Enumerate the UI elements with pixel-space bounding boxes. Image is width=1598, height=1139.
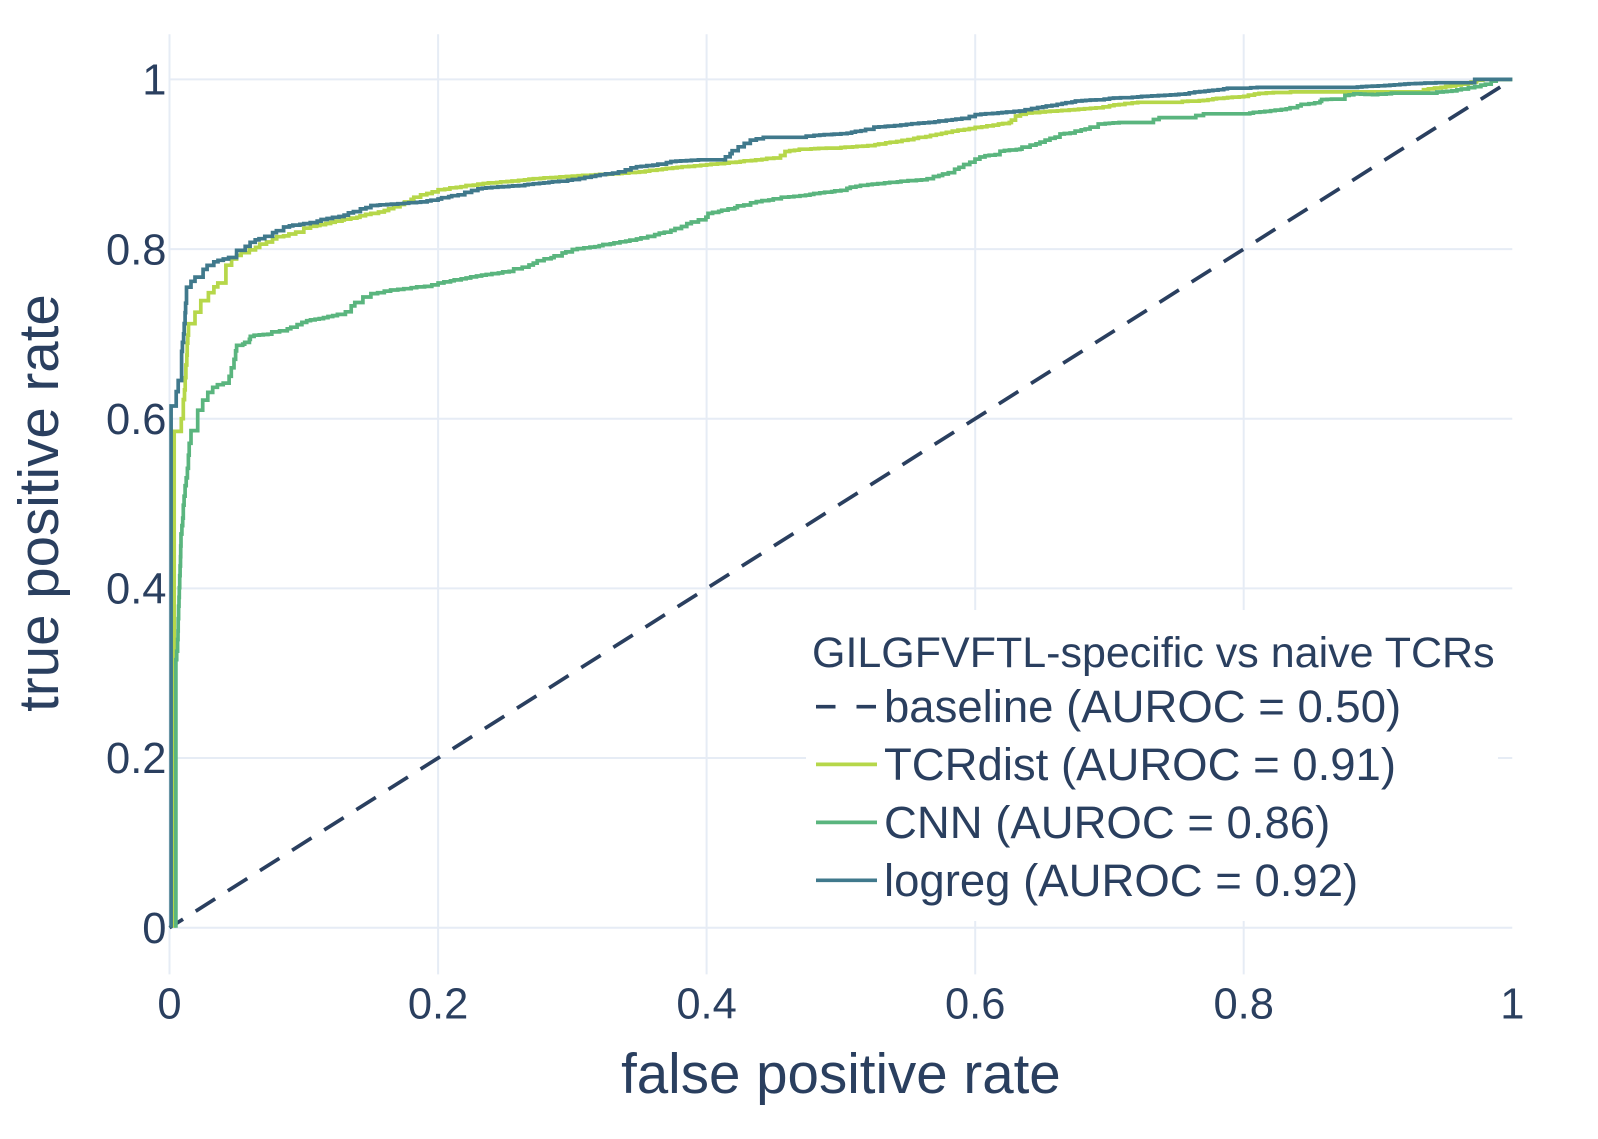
svg-text:0: 0: [157, 981, 181, 1029]
svg-text:0.8: 0.8: [106, 226, 166, 274]
svg-text:0.4: 0.4: [676, 981, 736, 1029]
svg-text:0.2: 0.2: [408, 981, 468, 1029]
svg-text:0.4: 0.4: [106, 566, 166, 614]
svg-text:1: 1: [142, 57, 166, 105]
svg-text:GILGFVFTL-specific vs naive TC: GILGFVFTL-specific vs naive TCRs: [812, 629, 1495, 677]
svg-text:0.6: 0.6: [945, 981, 1005, 1029]
svg-text:false positive rate: false positive rate: [621, 1042, 1061, 1105]
svg-text:0.2: 0.2: [106, 735, 166, 783]
svg-text:0: 0: [142, 905, 166, 953]
svg-text:1: 1: [1500, 981, 1524, 1029]
svg-text:TCRdist (AUROC = 0.91): TCRdist (AUROC = 0.91): [884, 739, 1396, 790]
svg-text:baseline (AUROC = 0.50): baseline (AUROC = 0.50): [884, 681, 1401, 732]
svg-text:logreg (AUROC = 0.92): logreg (AUROC = 0.92): [884, 855, 1358, 906]
svg-text:0.6: 0.6: [106, 396, 166, 444]
svg-text:0.8: 0.8: [1213, 981, 1273, 1029]
svg-text:CNN (AUROC = 0.86): CNN (AUROC = 0.86): [884, 797, 1330, 848]
svg-text:true positive rate: true positive rate: [7, 294, 70, 712]
